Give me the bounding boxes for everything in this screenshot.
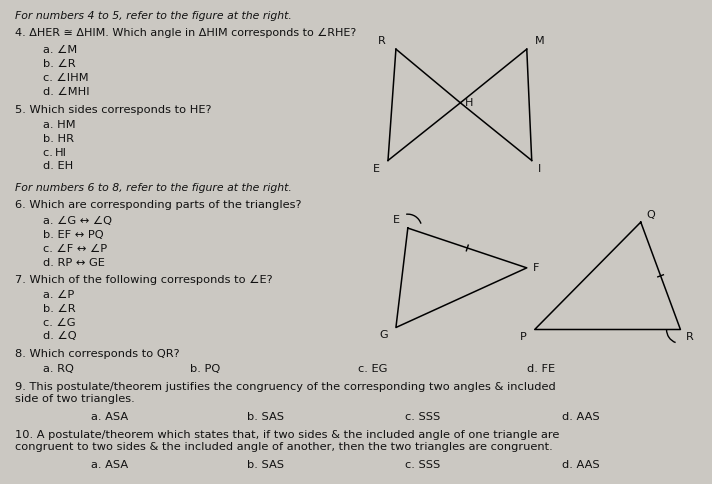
- Text: b. SAS: b. SAS: [247, 412, 284, 422]
- Text: d. AAS: d. AAS: [562, 460, 600, 470]
- Text: a. ∠P: a. ∠P: [43, 290, 74, 300]
- Text: c. SSS: c. SSS: [405, 460, 440, 470]
- Text: E: E: [393, 215, 400, 225]
- Text: 7. Which of the following corresponds to ∠E?: 7. Which of the following corresponds to…: [15, 275, 273, 285]
- Text: E: E: [373, 165, 380, 174]
- Text: F: F: [533, 263, 539, 273]
- Text: 4. ΔHER ≅ ΔHIM. Which angle in ΔHIM corresponds to ∠RHE?: 4. ΔHER ≅ ΔHIM. Which angle in ΔHIM corr…: [15, 28, 357, 38]
- Text: 5. Which sides corresponds to HE?: 5. Which sides corresponds to HE?: [15, 105, 211, 115]
- Text: R: R: [378, 36, 386, 46]
- Text: 10. A postulate/theorem which states that, if two sides & the included angle of : 10. A postulate/theorem which states tha…: [15, 430, 560, 452]
- Text: G: G: [379, 331, 388, 340]
- Text: R: R: [686, 333, 694, 343]
- Text: c. EG: c. EG: [358, 364, 387, 374]
- Text: a. HM: a. HM: [43, 120, 75, 130]
- Text: b. SAS: b. SAS: [247, 460, 284, 470]
- Text: c. ∠IHM: c. ∠IHM: [43, 73, 89, 83]
- Text: 6. Which are corresponding parts of the triangles?: 6. Which are corresponding parts of the …: [15, 200, 302, 210]
- Text: Q: Q: [646, 210, 656, 220]
- Text: b. PQ: b. PQ: [189, 364, 220, 374]
- Text: a. ASA: a. ASA: [90, 412, 127, 422]
- Text: I: I: [538, 165, 541, 174]
- Text: H: H: [466, 98, 473, 108]
- Text: d. EH: d. EH: [43, 162, 73, 171]
- Text: 9. This postulate/theorem justifies the congruency of the corresponding two angl: 9. This postulate/theorem justifies the …: [15, 382, 556, 404]
- Text: d. ∠MHI: d. ∠MHI: [43, 87, 90, 97]
- Text: c. SSS: c. SSS: [405, 412, 440, 422]
- Text: b. EF ↔ PQ: b. EF ↔ PQ: [43, 230, 104, 240]
- Text: For numbers 4 to 5, refer to the figure at the right.: For numbers 4 to 5, refer to the figure …: [15, 11, 292, 21]
- Text: a. ASA: a. ASA: [90, 460, 127, 470]
- Text: For numbers 6 to 8, refer to the figure at the right.: For numbers 6 to 8, refer to the figure …: [15, 183, 292, 193]
- Text: a. ∠G ↔ ∠Q: a. ∠G ↔ ∠Q: [43, 216, 112, 226]
- Text: a. ∠M: a. ∠M: [43, 45, 78, 55]
- Text: b. HR: b. HR: [43, 134, 74, 144]
- Text: a. RQ: a. RQ: [43, 364, 74, 374]
- Text: d. ∠Q: d. ∠Q: [43, 332, 77, 342]
- Text: d. RP ↔ GE: d. RP ↔ GE: [43, 258, 105, 268]
- Text: d. AAS: d. AAS: [562, 412, 600, 422]
- Text: d. FE: d. FE: [527, 364, 555, 374]
- Text: c. ∠G: c. ∠G: [43, 318, 75, 328]
- Text: c. ∠F ↔ ∠P: c. ∠F ↔ ∠P: [43, 244, 107, 254]
- Text: M: M: [535, 36, 545, 46]
- Text: HI: HI: [55, 148, 67, 158]
- Text: b. ∠R: b. ∠R: [43, 303, 75, 314]
- Text: c.: c.: [43, 148, 56, 158]
- Text: 8. Which corresponds to QR?: 8. Which corresponds to QR?: [15, 349, 180, 360]
- Text: P: P: [520, 333, 527, 343]
- Text: b. ∠R: b. ∠R: [43, 59, 75, 69]
